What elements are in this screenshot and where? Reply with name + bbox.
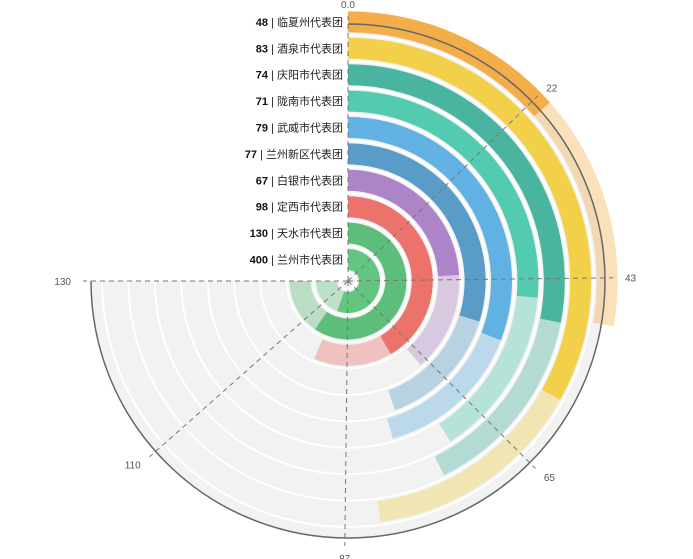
category-value: 74 — [256, 70, 269, 82]
bar-segment[interactable] — [348, 143, 486, 322]
bar-segment[interactable] — [348, 117, 512, 341]
category-value: 130 — [250, 228, 268, 240]
category-value: 79 — [256, 123, 268, 135]
category-name: | 定西市代表团 — [268, 200, 343, 214]
radial-grid-line — [347, 95, 538, 282]
category-label: 98 | 定西市代表团 — [256, 200, 343, 214]
category-name: | 白银市代表团 — [268, 173, 343, 187]
bar-segment[interactable] — [348, 169, 460, 277]
bars-layer — [289, 11, 618, 523]
category-label: 83 | 酒泉市代表团 — [256, 41, 343, 55]
bar-segment[interactable] — [315, 222, 407, 340]
bar-tail — [388, 315, 480, 411]
category-name: | 陇南市代表团 — [268, 94, 343, 108]
ring-separator — [285, 218, 411, 344]
bar-tail — [387, 332, 501, 439]
category-label: 71 | 陇南市代表团 — [256, 94, 343, 108]
bar-tail — [534, 102, 618, 327]
bar-tail — [434, 318, 561, 476]
radial-grid-line — [149, 280, 349, 458]
bar-segment[interactable] — [348, 64, 565, 323]
ring-separator — [206, 139, 490, 423]
category-label: 77 | 兰州新区代表团 — [245, 147, 343, 161]
bar-tail — [439, 295, 538, 442]
bar-segment[interactable] — [348, 37, 592, 401]
radial-grid-line — [347, 277, 613, 282]
category-value: 83 — [256, 43, 268, 55]
angle-tick-label: 130 — [54, 277, 71, 288]
category-value: 77 — [245, 149, 257, 161]
category-label: 79 | 武威市代表团 — [256, 121, 343, 135]
category-value: 400 — [250, 255, 268, 267]
labels-layer: 0.0 22 43 65 87 110 130 400 | 兰州市代表团 130 | 天水市代表… — [54, 0, 636, 559]
angle-tick-label: 22 — [546, 84, 558, 95]
angle-tick-label: 110 — [125, 461, 141, 472]
category-name: | 酒泉市代表团 — [268, 41, 343, 55]
category-value: 48 — [256, 17, 268, 29]
bar-tail — [316, 281, 345, 312]
category-label: 74 | 庆阳市代表团 — [256, 68, 343, 82]
ring-separator — [338, 271, 358, 291]
bar-tail — [289, 281, 327, 330]
category-name: | 天水市代表团 — [268, 226, 343, 240]
angle-tick-label: 65 — [544, 473, 556, 484]
bar-segment[interactable] — [348, 90, 539, 298]
ring-separator — [74, 7, 622, 555]
bar-segment[interactable] — [348, 11, 550, 117]
category-name: | 庆阳市代表团 — [268, 68, 343, 82]
category-label: 400 | 兰州市代表团 — [250, 253, 343, 267]
ring-separator — [259, 192, 437, 370]
radial-grid-line — [347, 280, 536, 469]
category-label: 130 | 天水市代表团 — [250, 226, 343, 240]
bar-tail — [377, 389, 561, 523]
category-name: | 兰州新区代表团 — [257, 147, 343, 161]
category-name: | 武威市代表团 — [268, 121, 343, 135]
angle-tick-label: 43 — [625, 274, 637, 285]
angle-tick-label: 0.0 — [341, 0, 355, 11]
bar-segment[interactable] — [348, 196, 433, 355]
category-name: | 兰州市代表团 — [268, 253, 343, 267]
grid-layer — [83, 16, 613, 546]
category-value: 98 — [256, 202, 268, 214]
category-label: 48 | 临夏州代表团 — [256, 15, 343, 29]
angle-tick-label: 87 — [339, 554, 351, 559]
bar-tail — [314, 336, 391, 366]
radial-grid-line — [344, 280, 349, 546]
ring-separator — [233, 166, 463, 396]
category-value: 71 — [256, 96, 268, 108]
ring-separator — [312, 245, 384, 317]
category-name: | 临夏州代表团 — [268, 15, 343, 29]
category-value: 67 — [256, 175, 268, 187]
bar-segment[interactable] — [337, 249, 381, 313]
category-label: 67 | 白银市代表团 — [256, 173, 343, 187]
bar-tail — [406, 275, 460, 366]
